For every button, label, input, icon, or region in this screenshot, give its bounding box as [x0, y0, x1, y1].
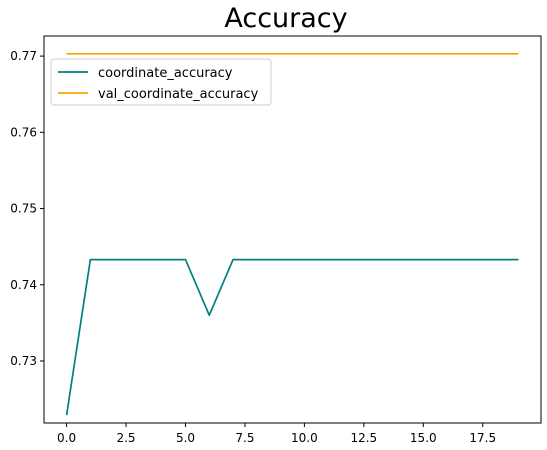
x-tick-label: 17.5 [469, 431, 496, 445]
x-tick-label: 5.0 [176, 431, 195, 445]
plot-frame [43, 35, 542, 424]
series-line-0 [65, 258, 519, 416]
chart-title: Accuracy [224, 3, 347, 34]
x-tick-label: 7.5 [235, 431, 254, 445]
x-tick-label: 10.0 [291, 431, 318, 445]
legend-label-1: val_coordinate_accuracy [98, 87, 259, 102]
legend-box [50, 58, 272, 106]
x-tick-label: 15.0 [410, 431, 437, 445]
y-tick-label: 0.73 [10, 354, 37, 368]
y-tick-label: 0.75 [10, 202, 37, 216]
x-tick-label: 0.0 [57, 431, 76, 445]
x-axis: 0.0 2.5 5.0 7.5 10.0 12.5 15.0 17.5 [57, 423, 496, 445]
x-tick-label: 2.5 [116, 431, 135, 445]
x-tick-label: 12.5 [350, 431, 377, 445]
legend: coordinate_accuracy val_coordinate_accura… [50, 58, 272, 106]
legend-label-0: coordinate_accuracy [98, 66, 233, 81]
y-axis: 0.73 0.74 0.75 0.76 0.77 [10, 49, 44, 368]
y-tick-label: 0.76 [10, 125, 37, 139]
y-tick-label: 0.77 [10, 49, 37, 63]
y-tick-label: 0.74 [10, 278, 37, 292]
